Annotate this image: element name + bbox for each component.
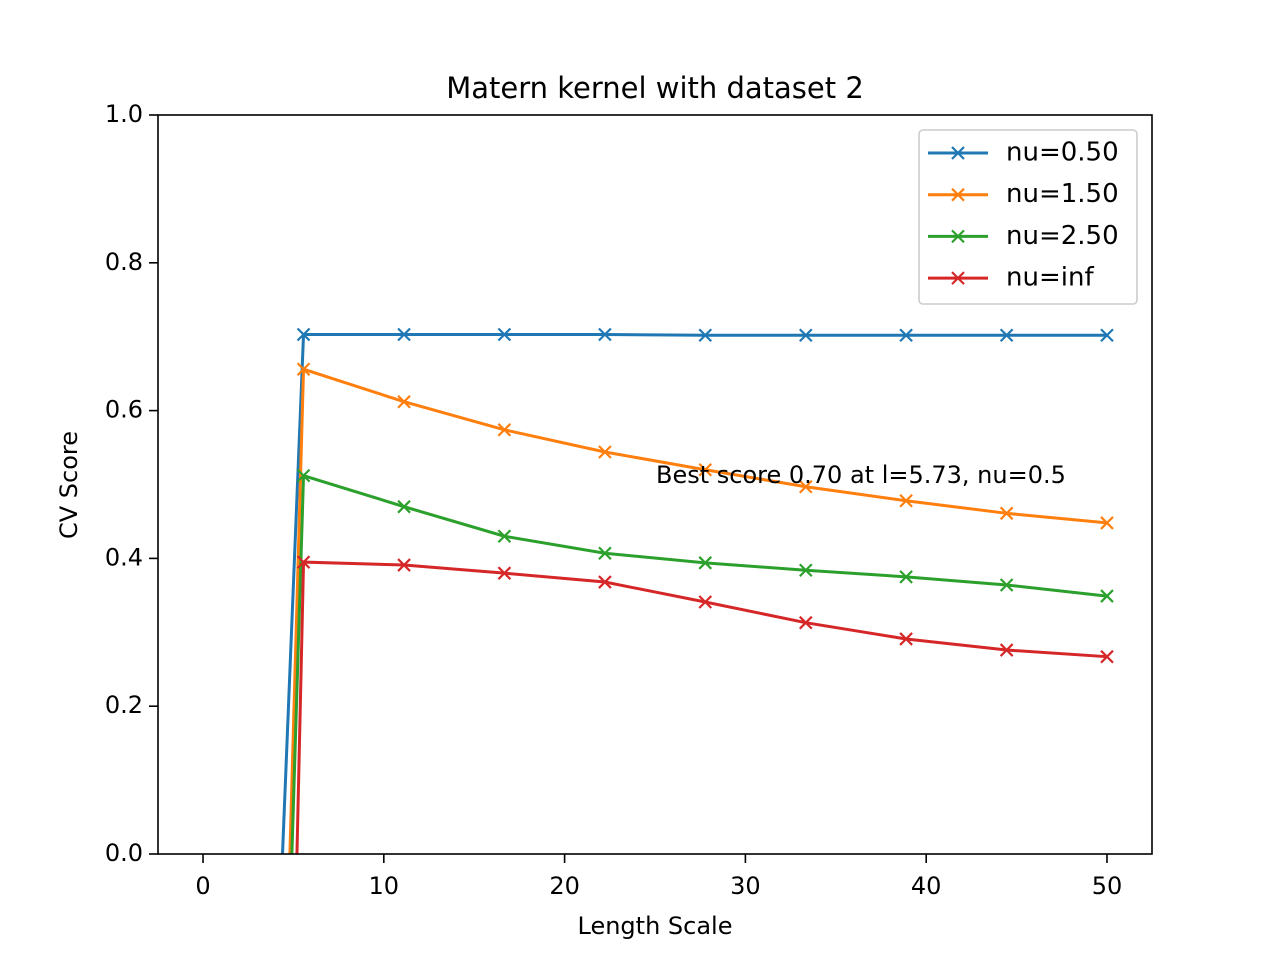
point-marker <box>999 506 1014 521</box>
x-tick-label: 10 <box>369 872 400 900</box>
point-marker <box>497 529 512 544</box>
point-marker <box>598 445 612 459</box>
point-marker <box>1100 649 1114 664</box>
x-tick-label: 30 <box>730 872 761 900</box>
point-marker <box>296 327 311 342</box>
x-tick-label: 40 <box>911 872 942 900</box>
legend-marker <box>951 146 965 160</box>
point-marker <box>999 328 1014 342</box>
point-marker <box>397 558 411 572</box>
series-line <box>280 332 1107 854</box>
point-marker <box>698 556 713 570</box>
point-marker <box>598 327 612 342</box>
legend-marker <box>951 229 965 244</box>
legend-label: nu=inf <box>1006 263 1094 293</box>
point-marker <box>397 327 411 342</box>
point-marker <box>497 566 512 580</box>
y-tick-label: 0.6 <box>105 396 143 424</box>
annotation: Best score 0.70 at l=5.73, nu=0.5 <box>656 461 1066 489</box>
legend-label: nu=0.50 <box>1006 138 1119 168</box>
chart-title: Matern kernel with dataset 2 <box>446 71 864 105</box>
legend-marker <box>951 187 965 202</box>
point-marker <box>899 328 913 342</box>
x-tick-label: 0 <box>195 872 210 900</box>
y-tick-label: 1.0 <box>105 100 143 128</box>
y-tick-label: 0.2 <box>105 691 143 719</box>
point-marker <box>799 479 813 494</box>
point-marker <box>296 468 311 483</box>
point-marker <box>899 632 913 646</box>
x-tick-label: 50 <box>1092 872 1123 900</box>
point-marker <box>497 327 512 342</box>
y-tick-label: 0.4 <box>105 543 143 571</box>
point-marker <box>1100 589 1114 603</box>
point-marker <box>1100 328 1114 342</box>
point-marker <box>397 499 411 514</box>
y-axis-label: CV Score <box>55 431 83 539</box>
point-marker <box>1100 516 1114 530</box>
plot-area <box>280 327 1114 854</box>
legend-label: nu=2.50 <box>1006 221 1119 251</box>
legend-label: nu=1.50 <box>1006 179 1119 209</box>
series-line <box>290 473 1108 854</box>
point-marker <box>497 423 512 437</box>
point-marker <box>397 394 411 409</box>
point-marker <box>799 563 813 578</box>
point-marker <box>799 615 813 630</box>
point-marker <box>698 595 713 609</box>
y-tick-label: 0.0 <box>105 839 143 867</box>
series-line <box>288 367 1108 854</box>
x-tick-label: 20 <box>549 872 580 900</box>
point-marker <box>698 328 713 342</box>
point-marker <box>598 575 612 589</box>
point-marker <box>698 462 713 477</box>
legend-box <box>918 129 1138 305</box>
axes-frame <box>157 114 1153 855</box>
y-tick-label: 0.8 <box>105 248 143 276</box>
point-marker <box>899 570 913 584</box>
point-marker <box>296 362 311 376</box>
point-marker <box>999 578 1014 592</box>
point-marker <box>799 328 813 342</box>
x-axis-label: Length Scale <box>578 912 733 940</box>
point-marker <box>598 546 612 561</box>
point-marker <box>296 555 311 569</box>
series-line <box>295 560 1108 854</box>
point-marker <box>899 493 913 508</box>
point-marker <box>999 643 1014 657</box>
legend-marker <box>951 271 965 285</box>
